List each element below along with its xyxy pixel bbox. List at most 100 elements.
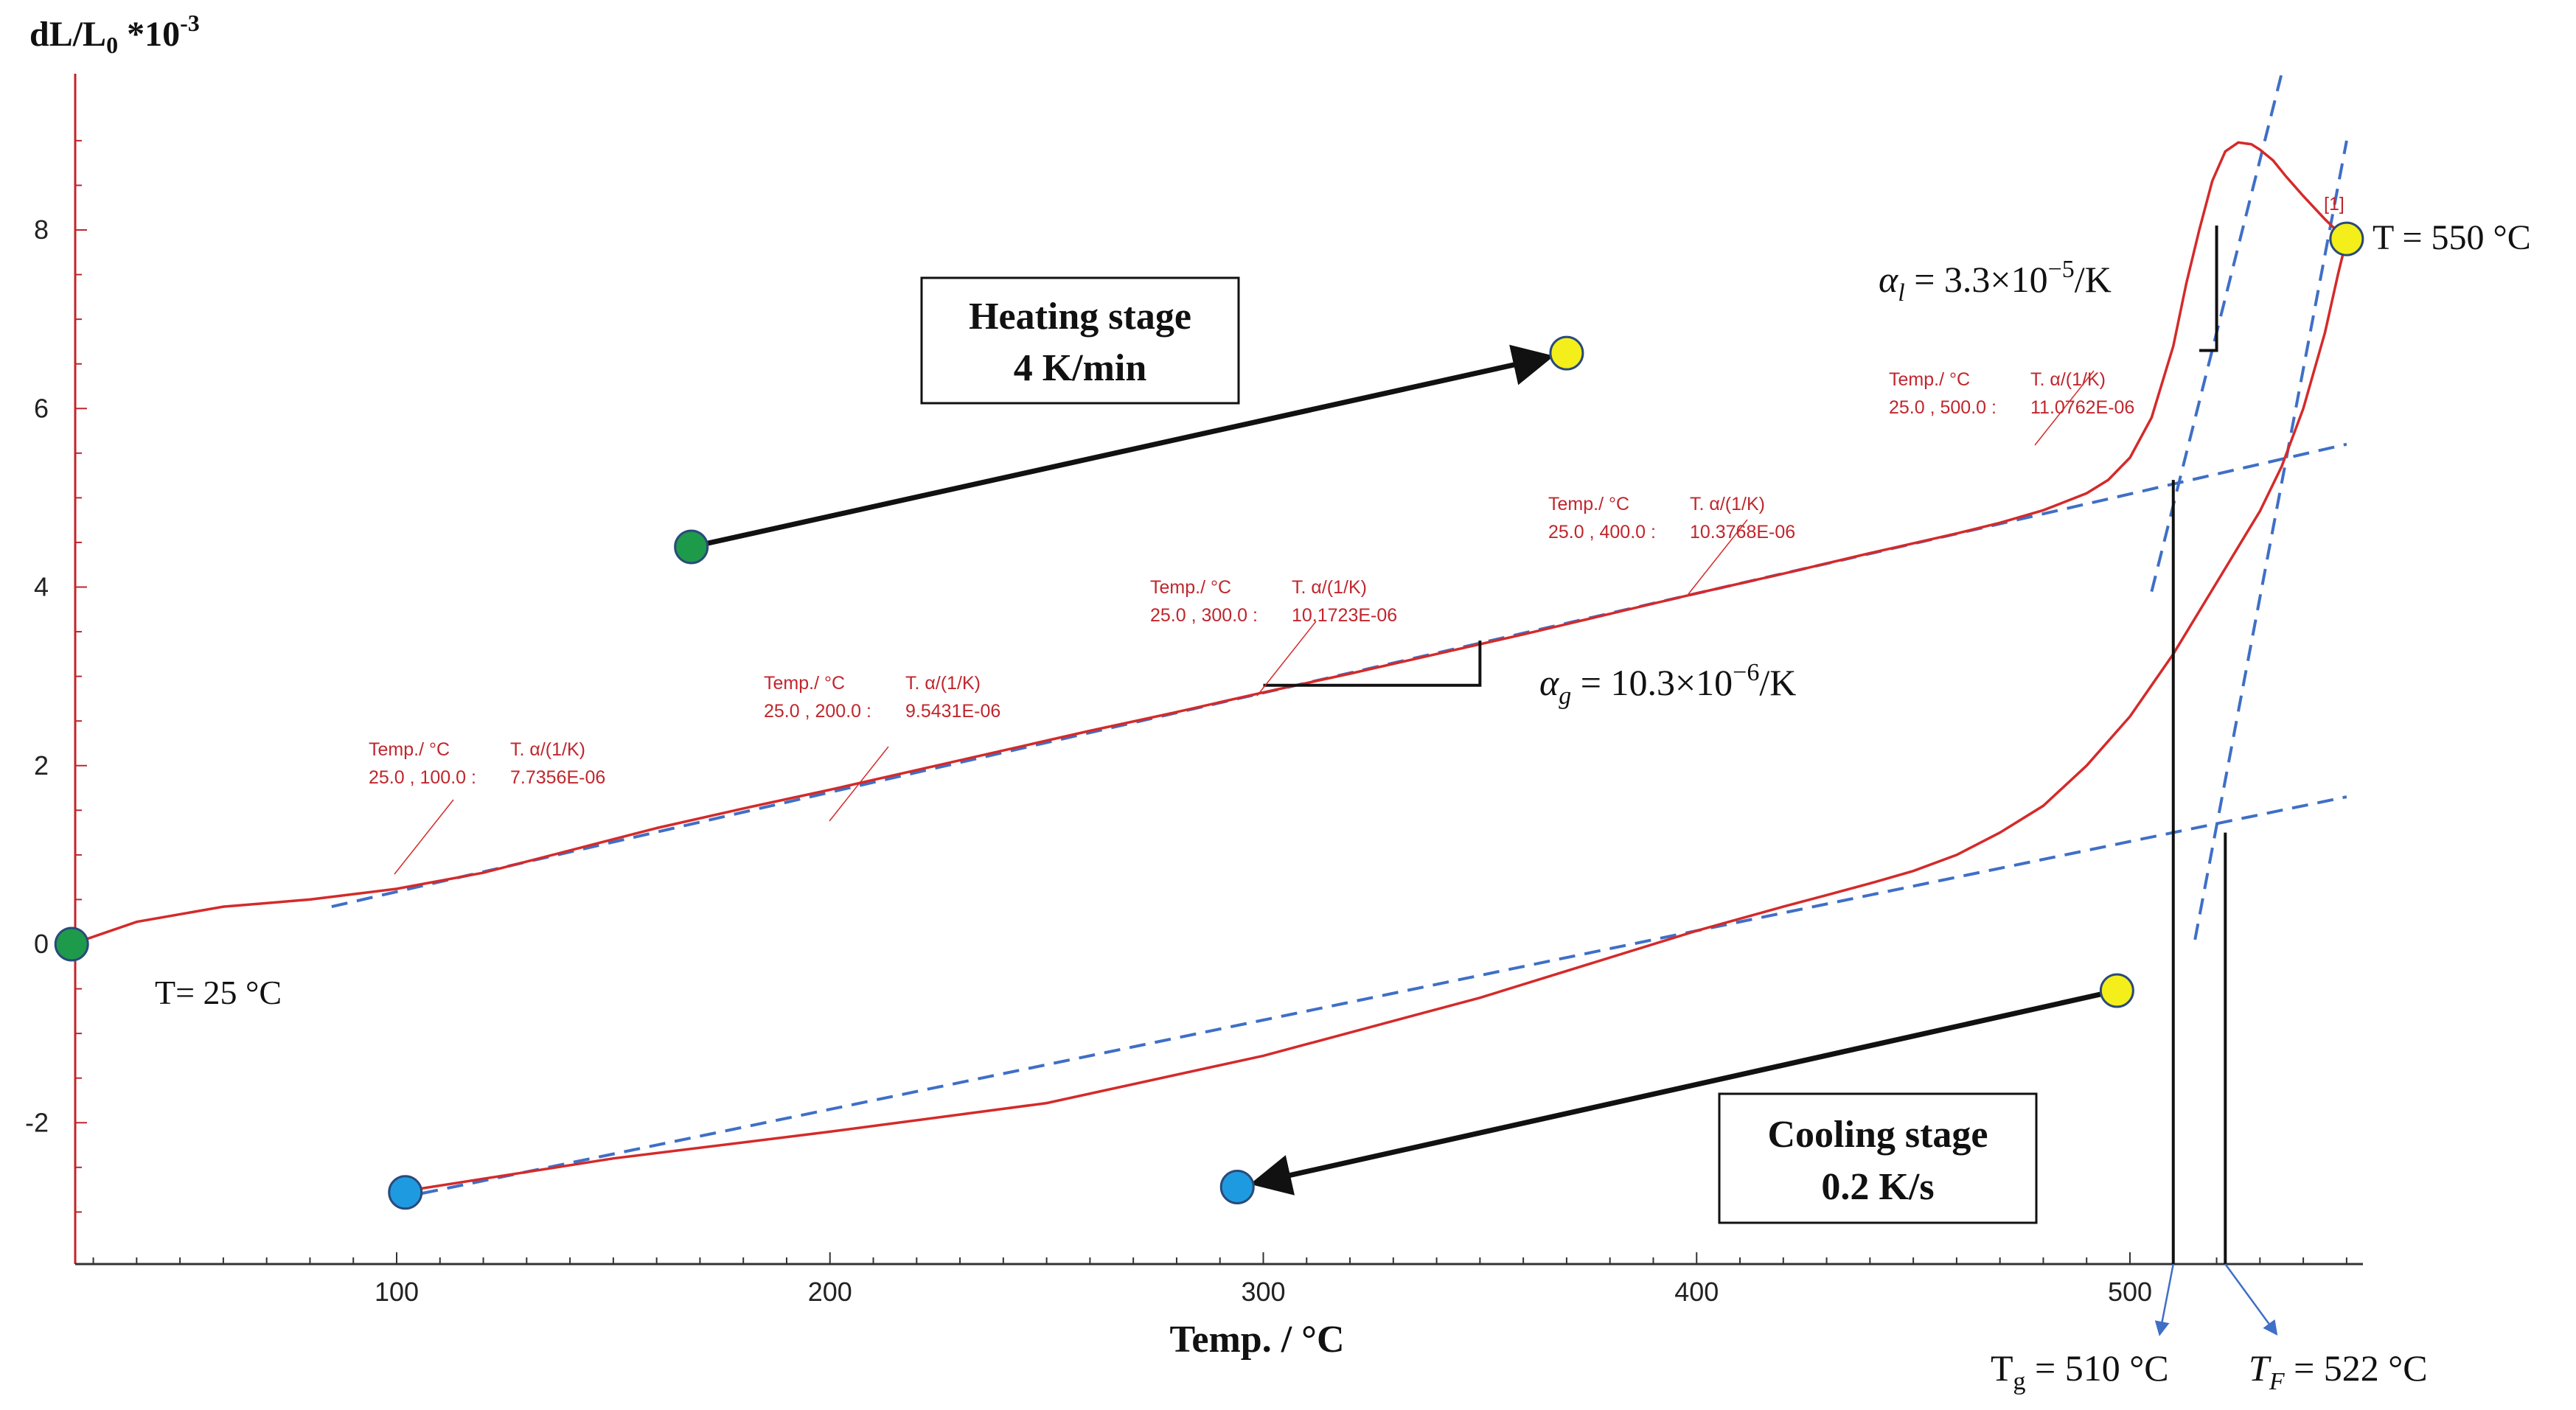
tf-value: = 522 °C [2285, 1347, 2428, 1389]
x-tick-label: 500 [2108, 1277, 2152, 1307]
alpha-g-equation: = 10.3×10 [1571, 662, 1733, 703]
measurement-value: 9.5431E-06 [905, 701, 1000, 722]
point-cooling-end [388, 1175, 423, 1210]
measurement-header-alpha: T. α/(1/K) [1690, 494, 1765, 514]
measurement-label: Temp./ °C T. α/(1/K) 25.0 , 500.0 : 11.0762… [1889, 369, 2134, 446]
axes [74, 74, 2363, 1266]
measurement-label: Temp./ °C T. α/(1/K) 25.0 , 100.0 : 7.7356E… [369, 739, 605, 875]
heating-stage-box [920, 276, 1240, 405]
measurement-header-alpha: T. α/(1/K) [1292, 577, 1367, 598]
measurement-header-temp: Temp./ °C [1150, 577, 1231, 598]
point-cooling-arrow-start [2099, 973, 2134, 1008]
measurement-header-temp: Temp./ °C [369, 739, 450, 760]
measurement-leader-line [394, 799, 454, 875]
fit-line-4 [396, 795, 2347, 1201]
cooling-curve [396, 238, 2348, 1194]
measurement-label: Temp./ °C T. α/(1/K) 25.0 , 300.0 : 10.1723… [1150, 577, 1397, 697]
alpha-l-exponent: −5 [2048, 256, 2075, 283]
measurement-header-temp: Temp./ °C [1889, 369, 1970, 390]
cooling-stage-title: Cooling stage [1768, 1114, 1988, 1156]
alpha-g-symbol: α [1539, 662, 1560, 703]
y-tick-label: 8 [34, 214, 49, 245]
measured-curves [71, 141, 2348, 1194]
measurement-value: 7.7356E-06 [510, 767, 605, 788]
cooling-stage-rate: 0.2 K/s [1821, 1166, 1934, 1208]
alpha-l-label: αl = 3.3×10−5/K [1879, 256, 2112, 307]
measurement-range: 25.0 , 200.0 : [764, 701, 871, 722]
tg-pointer-arrow [2154, 1263, 2175, 1336]
heating-curve [71, 141, 2348, 946]
y-axis-title-sup: -3 [180, 10, 200, 36]
alpha-l-unit: /K [2075, 259, 2112, 300]
fit-lines [331, 73, 2348, 1201]
x-axis-title: Temp. / °C [1169, 1319, 1344, 1361]
measurement-header-alpha: T. α/(1/K) [2030, 369, 2106, 390]
measurement-range: 25.0 , 400.0 : [1548, 522, 1656, 542]
ticks: 100 200 300 400 500 -2 0 2 4 6 8 [25, 139, 2347, 1307]
fit-line-5 [2193, 140, 2348, 940]
measurement-header-alpha: T. α/(1/K) [905, 673, 981, 694]
measurement-value: 11.0762E-06 [2030, 397, 2134, 418]
tg-subscript: g [2013, 1368, 2026, 1395]
measurement-leader-line [829, 746, 889, 822]
alpha-l-equation: = 3.3×10 [1905, 259, 2048, 300]
x-tick-label: 200 [808, 1277, 852, 1307]
measurement-leader-line [1688, 519, 1748, 595]
tf-label: TF = 522 °C [2249, 1347, 2428, 1395]
stage-arrows [690, 344, 2118, 1196]
y-axis-title-main: dL/L [29, 15, 106, 54]
measurement-label: Temp./ °C T. α/(1/K)25.0 , 400.0 :10.3768… [1548, 494, 1795, 595]
tg-value: = 510 °C [2026, 1347, 2169, 1389]
cooling-arrow [1250, 988, 2118, 1196]
point-heating-arrow-start [674, 529, 709, 565]
alpha-g-label: αg = 10.3×10−6/K [1539, 659, 1796, 710]
measurement-header-temp: Temp./ °C [764, 673, 845, 694]
heating-stage-title: Heating stage [969, 296, 1191, 338]
marker-m1: [1] [2324, 194, 2344, 214]
x-tick-label: 400 [1674, 1277, 1719, 1307]
heating-stage-rate: 4 K/min [1014, 347, 1147, 389]
max-temperature-label: T = 550 °C [2373, 218, 2531, 257]
measurement-range: 25.0 , 500.0 : [1889, 397, 1997, 418]
point-start [54, 926, 89, 962]
y-axis-title-tail: *10 [118, 15, 180, 54]
alpha-l-symbol: α [1879, 259, 1899, 300]
alpha-g-slope-triangle [1263, 641, 1482, 687]
y-tick-label: 4 [34, 572, 49, 602]
x-tick-label: 100 [375, 1277, 419, 1307]
tg-label: Tg = 510 °C [1991, 1347, 2169, 1395]
tf-symbol: T [2249, 1347, 2272, 1389]
measurement-range: 25.0 , 100.0 : [369, 767, 476, 788]
y-tick-label: 2 [34, 750, 49, 781]
x-tick-label: 300 [1241, 1277, 1285, 1307]
alpha-l-subscript: l [1898, 279, 1904, 307]
measurement-value: 10.1723E-06 [1292, 605, 1397, 626]
tg-symbol: T [1991, 1347, 2013, 1389]
cooling-stage-box [1718, 1092, 2038, 1224]
alpha-l-slope-triangle [2199, 225, 2218, 352]
measurement-labels: Temp./ °C T. α/(1/K) 25.0 , 100.0 : 7.7356E… [369, 369, 2134, 875]
measurement-leader-line [2034, 370, 2095, 446]
alpha-g-exponent: −6 [1733, 659, 1759, 686]
state-points [54, 221, 2364, 1210]
point-heating-arrow-end [1549, 335, 1584, 371]
start-temperature-label: T= 25 °C [155, 974, 282, 1011]
tf-subscript: F [2269, 1368, 2286, 1395]
heating-arrow [690, 344, 1554, 550]
measurement-leader-line [1256, 621, 1317, 697]
measurement-range: 25.0 , 300.0 : [1150, 605, 1258, 626]
y-tick-label: 0 [34, 929, 49, 959]
alpha-g-unit: /K [1759, 662, 1796, 703]
measurement-label: Temp./ °C T. α/(1/K) 25.0 , 200.0 : 9.5431E… [764, 673, 1000, 822]
measurement-header-alpha: T. α/(1/K) [510, 739, 585, 760]
tf-pointer-arrow [2224, 1263, 2278, 1336]
y-tick-label: -2 [25, 1107, 49, 1137]
y-axis-title: dL/L0 *10-3 [29, 10, 200, 58]
guide-lines [1263, 225, 2278, 1336]
y-axis-title-sub: 0 [106, 32, 118, 58]
alpha-g-subscript: g [1559, 683, 1571, 710]
point-max-temp [2329, 221, 2364, 256]
point-cooling-arrow-end [1219, 1169, 1255, 1204]
measurement-header-temp: Temp./ °C [1548, 494, 1629, 514]
y-tick-label: 6 [34, 393, 49, 423]
